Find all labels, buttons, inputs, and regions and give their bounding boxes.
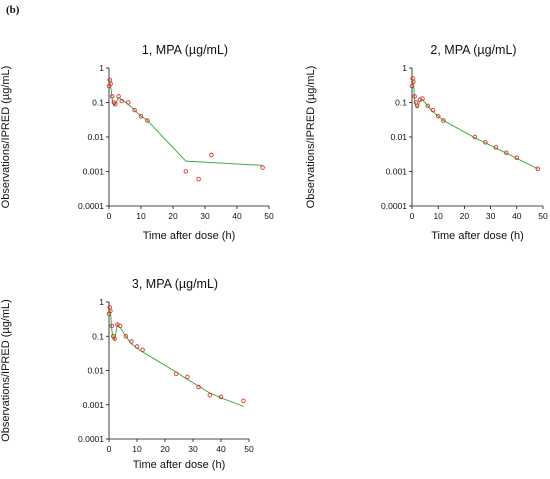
observation-point (412, 94, 417, 99)
ipred-line (108, 80, 263, 166)
x-tick-label: 20 (160, 444, 170, 454)
x-tick-label: 0 (107, 444, 112, 454)
observation-point (441, 118, 446, 123)
x-axis-label: Time after dose (h) (143, 230, 236, 242)
y-tick-label: 0.0001 (381, 201, 407, 211)
x-tick-label: 50 (244, 444, 254, 454)
y-tick-label: 0.001 (83, 167, 105, 177)
y-tick-label: 0.1 (92, 331, 104, 341)
observation-point (430, 107, 436, 113)
observation-point (109, 323, 115, 329)
y-tick-label: 0.0001 (78, 201, 104, 211)
chart-title: 2, MPA (µg/mL) (430, 43, 516, 57)
observation-point (145, 118, 150, 123)
ipred-line (108, 309, 244, 407)
x-tick-label: 10 (136, 211, 146, 221)
y-axis-label: Observations/IPRED (µg/mL) (305, 66, 317, 209)
x-tick-label: 30 (486, 211, 496, 221)
observation-point (113, 101, 118, 107)
observation-point (196, 384, 201, 390)
x-axis-label: Time after dose (h) (133, 459, 226, 471)
y-axis-label: Observations/IPRED (µg/mL) (0, 299, 12, 442)
observation-point (132, 107, 137, 113)
observation-point (140, 347, 145, 353)
observation-point (218, 394, 224, 400)
observation-point (119, 98, 125, 104)
y-axis-label: Observations/IPRED (µg/mL) (0, 66, 12, 209)
y-tick-label: 0.001 (83, 400, 105, 410)
observation-point (435, 113, 441, 119)
observation-point (117, 323, 123, 329)
observation-point (420, 96, 425, 101)
observation-point (108, 81, 113, 86)
observation-point (472, 134, 478, 140)
observation-point (134, 344, 140, 349)
x-tick-label: 30 (188, 444, 198, 454)
x-tick-label: 30 (200, 211, 210, 221)
observation-point (109, 94, 115, 99)
x-tick-label: 0 (107, 211, 112, 221)
observation-point (108, 308, 113, 314)
x-tick-label: 20 (460, 211, 470, 221)
x-tick-label: 10 (132, 444, 142, 454)
observation-point (196, 176, 201, 182)
observation-point (411, 79, 416, 84)
chart-title: 3, MPA (µg/mL) (132, 277, 218, 291)
observation-point (173, 371, 179, 377)
y-tick-label: 0.01 (87, 132, 104, 142)
x-axis-label: Time after dose (h) (431, 230, 524, 242)
observation-point (209, 152, 214, 158)
observation-point (129, 339, 134, 344)
observation-point (493, 145, 499, 150)
panel-label: (b) (6, 4, 20, 16)
observation-point (116, 94, 121, 99)
x-tick-label: 40 (512, 211, 522, 221)
observation-point (138, 113, 144, 119)
observation-point (185, 374, 190, 380)
y-tick-label: 1 (402, 63, 407, 73)
x-tick-label: 10 (433, 211, 443, 221)
y-tick-label: 1 (99, 63, 104, 73)
x-tick-label: 40 (232, 211, 242, 221)
observation-point (483, 140, 488, 145)
x-tick-label: 20 (168, 211, 178, 221)
observation-point (535, 166, 541, 172)
observation-point (414, 103, 420, 109)
x-tick-label: 0 (410, 211, 415, 221)
ipred-line (411, 79, 539, 170)
observation-point (207, 392, 213, 398)
x-tick-label: 50 (264, 211, 274, 221)
observation-point (112, 336, 117, 341)
y-tick-label: 0.001 (386, 167, 408, 177)
y-tick-label: 0.01 (390, 132, 407, 142)
y-tick-label: 1 (99, 297, 104, 307)
y-tick-label: 0.1 (395, 98, 407, 108)
x-tick-label: 50 (538, 211, 548, 221)
observation-point (123, 334, 129, 339)
observation-point (183, 169, 189, 174)
y-tick-label: 0.1 (92, 98, 104, 108)
observation-point (504, 150, 509, 155)
observation-point (260, 165, 265, 170)
observation-point (241, 398, 246, 404)
observation-point (514, 155, 520, 161)
observation-point (125, 100, 131, 105)
y-tick-label: 0.0001 (78, 434, 104, 444)
observation-point (409, 83, 415, 89)
x-tick-label: 40 (216, 444, 226, 454)
observation-point (107, 305, 112, 310)
chart-title: 1, MPA (µg/mL) (142, 43, 228, 57)
observation-point (425, 103, 430, 109)
y-tick-label: 0.01 (87, 366, 104, 376)
